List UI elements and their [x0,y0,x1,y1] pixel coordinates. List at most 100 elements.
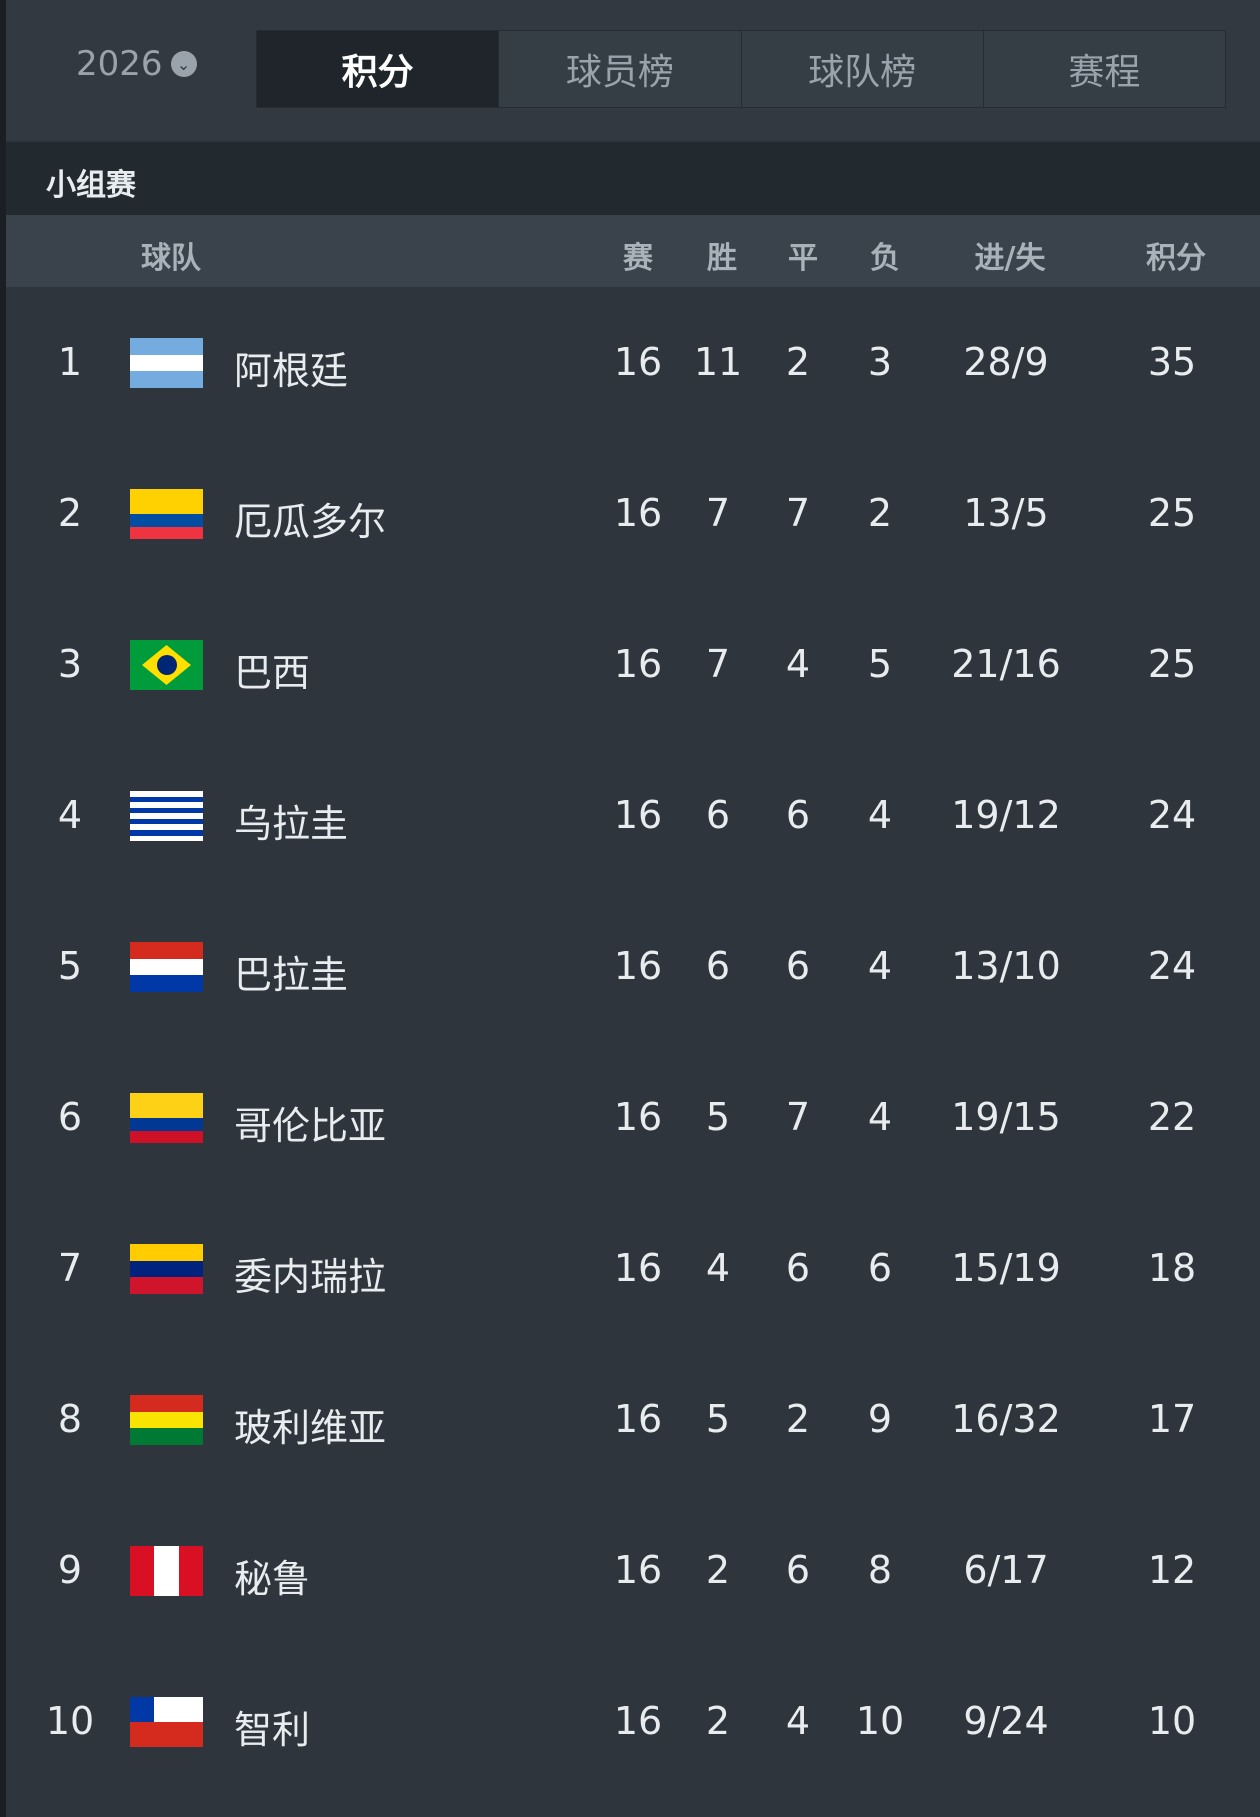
col-played: 赛 [623,241,653,276]
cell-d: 4 [785,1699,811,1743]
cell-p: 16 [613,1397,663,1441]
table-row[interactable]: 委内瑞拉 7 16 4 6 6 15/19 18 [6,1193,1260,1344]
cell-g: 19/15 [951,1095,1061,1139]
year-selector[interactable]: 2026 ⌄ [76,44,197,84]
cell-p: 16 [613,1246,663,1290]
col-lost: 负 [870,241,900,276]
team-name: 委内瑞拉 [234,1255,387,1299]
year-label: 2026 [76,44,163,84]
cell-l: 9 [867,1397,893,1441]
cell-g: 13/5 [963,491,1049,535]
cell-l: 3 [867,340,893,384]
cell-pts: 10 [1147,1699,1197,1743]
cell-rank: 4 [57,793,83,837]
cell-pts: 25 [1147,642,1197,686]
cell-pts: 25 [1147,491,1197,535]
cell-d: 7 [785,491,811,535]
table-row[interactable]: 巴西 3 16 7 4 5 21/16 25 [6,589,1260,740]
cell-pts: 24 [1147,944,1197,988]
tab-standings[interactable]: 积分 [257,31,500,107]
cell-l: 8 [867,1548,893,1592]
cell-pts: 22 [1147,1095,1197,1139]
cell-rank: 2 [57,491,83,535]
cell-pts: 12 [1147,1548,1197,1592]
team-name: 智利 [234,1708,311,1752]
cell-g: 9/24 [963,1699,1049,1743]
table-header: 球队 赛 胜 平 负 进/失 积分 [6,215,1260,287]
cell-g: 16/32 [951,1397,1061,1441]
cell-l: 4 [867,944,893,988]
cell-p: 16 [613,1095,663,1139]
cell-p: 16 [613,340,663,384]
cell-rank: 5 [57,944,83,988]
table-row[interactable]: 哥伦比亚 6 16 5 7 4 19/15 22 [6,1042,1260,1193]
cell-d: 6 [785,1246,811,1290]
cell-w: 7 [705,491,731,535]
table-row[interactable]: 乌拉圭 4 16 6 6 4 19/12 24 [6,740,1260,891]
cell-p: 16 [613,491,663,535]
cell-rank: 6 [57,1095,83,1139]
cell-pts: 24 [1147,793,1197,837]
team-name: 厄瓜多尔 [234,500,387,544]
tab-player-rankings[interactable]: 球员榜 [499,31,742,107]
tab-schedule[interactable]: 赛程 [1068,52,1141,93]
section-title: 小组赛 [6,142,1260,215]
cell-rank: 1 [57,340,83,384]
cell-d: 6 [785,793,811,837]
argentina-flag [130,338,203,388]
chile-flag [130,1697,203,1747]
cell-d: 6 [785,1548,811,1592]
table-row[interactable]: 阿根廷 1 16 11 2 3 28/9 35 [6,287,1260,438]
cell-pts: 35 [1147,340,1197,384]
cell-l: 10 [855,1699,905,1743]
cell-p: 16 [613,793,663,837]
paraguay-flag [130,942,203,992]
cell-g: 13/10 [951,944,1061,988]
cell-d: 4 [785,642,811,686]
table-row[interactable]: 智利 10 16 2 4 10 9/24 10 [6,1646,1260,1797]
col-won: 胜 [707,241,737,276]
cell-g: 15/19 [951,1246,1061,1290]
team-name: 阿根廷 [234,349,349,393]
table-row[interactable]: 厄瓜多尔 2 16 7 7 2 13/5 25 [6,438,1260,589]
cell-g: 6/17 [963,1548,1049,1592]
team-name: 玻利维亚 [234,1406,387,1450]
team-name: 乌拉圭 [234,802,349,846]
table-row[interactable]: 巴拉圭 5 16 6 6 4 13/10 24 [6,891,1260,1042]
colombia-flag [130,1093,203,1143]
cell-w: 11 [693,340,743,384]
cell-w: 2 [705,1548,731,1592]
cell-w: 2 [705,1699,731,1743]
team-name: 哥伦比亚 [234,1104,387,1148]
cell-l: 4 [867,793,893,837]
cell-w: 6 [705,944,731,988]
cell-g: 21/16 [951,642,1061,686]
table-row[interactable]: 玻利维亚 8 16 5 2 9 16/32 17 [6,1344,1260,1495]
col-points: 积分 [1146,241,1206,276]
cell-g: 19/12 [951,793,1061,837]
table-row[interactable]: 秘鲁 9 16 2 6 8 6/17 12 [6,1495,1260,1646]
cell-rank: 9 [57,1548,83,1592]
col-goals: 进/失 [974,241,1046,276]
team-name: 巴西 [234,651,311,695]
team-name: 巴拉圭 [234,953,349,997]
tab-team-rankings[interactable]: 球队榜 [742,31,984,107]
cell-p: 16 [613,642,663,686]
bolivia-flag [130,1395,203,1445]
cell-w: 5 [705,1397,731,1441]
cell-w: 5 [705,1095,731,1139]
cell-pts: 18 [1147,1246,1197,1290]
cell-d: 2 [785,1397,811,1441]
cell-rank: 10 [45,1699,95,1743]
brazil-flag [130,640,203,690]
cell-d: 6 [785,944,811,988]
col-drawn: 平 [788,241,818,276]
cell-w: 6 [705,793,731,837]
cell-g: 28/9 [963,340,1049,384]
chevron-down-circle-icon: ⌄ [170,51,197,77]
cell-rank: 7 [57,1246,83,1290]
cell-p: 16 [613,944,663,988]
venezuela-flag [130,1244,203,1294]
col-team: 球队 [141,241,201,276]
cell-l: 2 [867,491,893,535]
